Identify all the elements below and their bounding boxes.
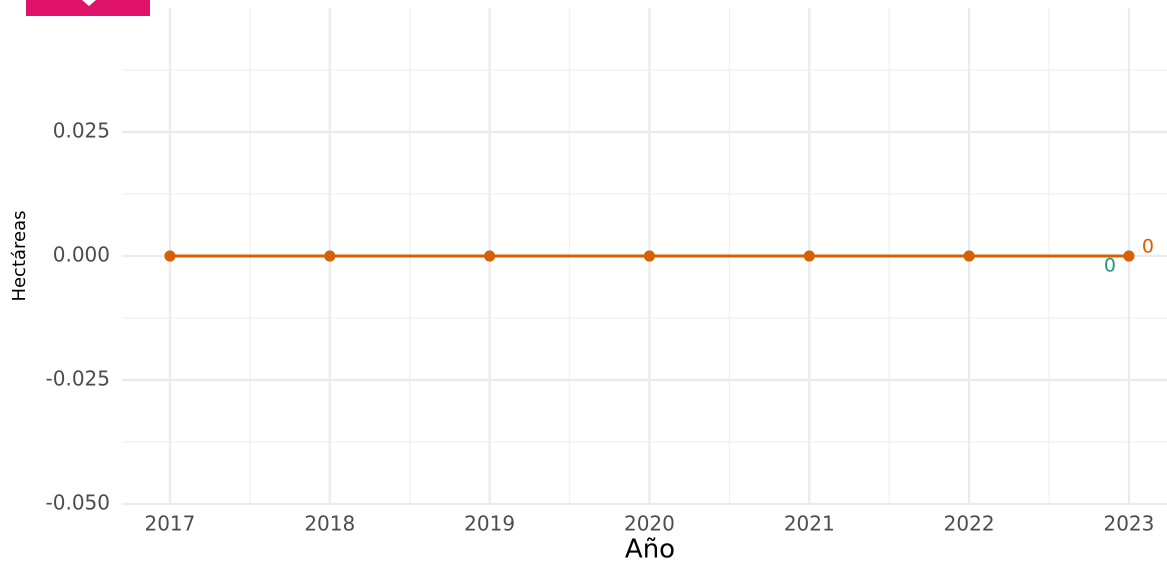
data-point xyxy=(1123,250,1135,262)
y-tick-label: -0.025 xyxy=(46,367,110,391)
data-point xyxy=(803,250,815,262)
x-tick-label: 2020 xyxy=(624,512,675,536)
x-tick-label: 2023 xyxy=(1103,512,1154,536)
data-point xyxy=(643,250,655,262)
y-axis-title: Hectáreas xyxy=(9,210,30,301)
x-tick-label: 2022 xyxy=(944,512,995,536)
logo-badge xyxy=(26,0,150,16)
data-label: 0 xyxy=(1142,236,1154,258)
x-axis-title: Año xyxy=(625,535,675,563)
data-point xyxy=(963,250,975,262)
x-tick-label: 2019 xyxy=(464,512,515,536)
y-tick-label: 0.025 xyxy=(53,119,110,143)
data-label: 0 xyxy=(1104,255,1116,277)
x-tick-label: 2018 xyxy=(304,512,355,536)
badge-chevron xyxy=(82,0,96,6)
data-point xyxy=(484,250,496,262)
x-tick-label: 2017 xyxy=(144,512,195,536)
data-point xyxy=(324,250,336,262)
data-point xyxy=(164,250,176,262)
y-tick-label: 0.000 xyxy=(53,243,110,267)
x-tick-label: 2021 xyxy=(784,512,835,536)
y-tick-label: -0.050 xyxy=(46,491,110,515)
